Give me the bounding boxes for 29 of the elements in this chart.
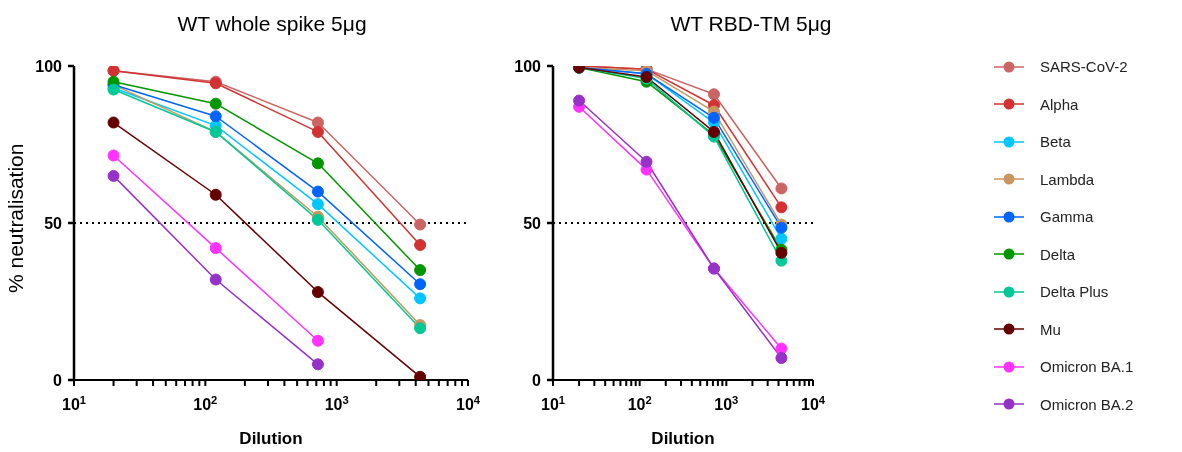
x-tick-label: 10$^{4}$ — [800, 394, 826, 413]
y-tick-label: 50 — [523, 215, 542, 232]
y-tick-label: 100 — [35, 58, 63, 75]
x-tick-label: 10$^{4}$ — [455, 394, 481, 413]
legend-label: Lambda — [1040, 170, 1095, 188]
chart-title: WT whole spike 5μg — [176, 12, 368, 36]
legend-label: Mu — [1040, 320, 1061, 338]
legend-label: SARS-CoV-2 — [1040, 58, 1128, 76]
legend-label: Delta — [1040, 245, 1076, 263]
chart-title: WT RBD-TM 5μg — [669, 12, 833, 36]
x-tick-label: 10$^{2}$ — [193, 394, 218, 413]
legend-label: Alpha — [1040, 95, 1079, 113]
x-tick-label: 10$^{1}$ — [540, 394, 566, 413]
x-tick-label: 10$^{2}$ — [627, 394, 652, 413]
legend-label: Omicron BA.2 — [1040, 395, 1134, 413]
legend-label: Delta Plus — [1040, 283, 1109, 301]
y-tick-label: 50 — [44, 215, 63, 232]
legend-label: Omicron BA.1 — [1040, 358, 1134, 376]
y-tick-label: 100 — [514, 58, 542, 75]
y-tick-label: 0 — [53, 372, 63, 389]
x-tick-label: 10$^{3}$ — [714, 394, 739, 413]
x-tick-label: 10$^{3}$ — [324, 394, 349, 413]
x-axis-title: Dilution — [651, 429, 715, 448]
x-axis-title: Dilution — [239, 429, 303, 448]
y-tick-label: 0 — [532, 372, 542, 389]
x-tick-label: 10$^{1}$ — [61, 394, 87, 413]
legend-label: Beta — [1040, 133, 1071, 151]
legend-label: Gamma — [1040, 208, 1094, 226]
y-axis-title: % neutralisation — [4, 143, 28, 293]
